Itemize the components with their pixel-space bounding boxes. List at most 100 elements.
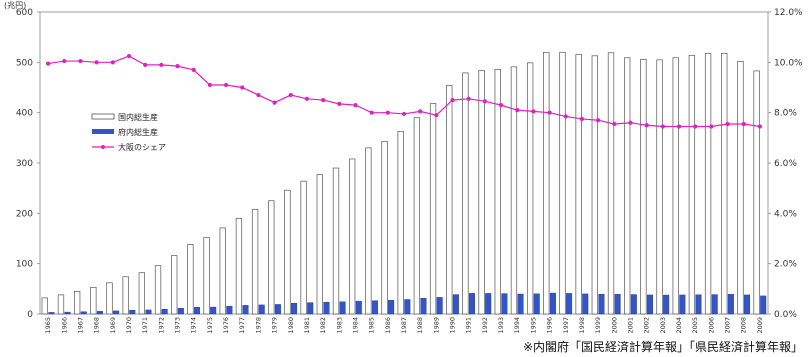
bar-prefecture — [485, 293, 492, 315]
x-tick-label: 1980 — [287, 317, 295, 334]
share-point — [401, 111, 407, 117]
x-tick-label: 1968 — [93, 317, 101, 334]
share-point — [434, 113, 439, 118]
share-point — [482, 99, 487, 104]
share-point — [94, 60, 99, 65]
left-tick-label: 400 — [16, 109, 33, 119]
bar-gdp — [591, 55, 598, 315]
bar-gdp — [381, 141, 388, 315]
bar-prefecture — [420, 297, 427, 315]
x-tick-label: 2005 — [691, 317, 699, 334]
bar-prefecture — [193, 307, 200, 315]
x-tick-label: 2004 — [675, 317, 683, 334]
bar-gdp — [300, 180, 307, 315]
bar-gdp — [219, 227, 226, 315]
right-tick-label: 6.0% — [774, 159, 797, 169]
share-point — [660, 124, 665, 129]
bar-gdp — [656, 59, 663, 315]
share-point — [45, 61, 51, 66]
bar-prefecture — [744, 294, 751, 315]
bar-gdp — [268, 200, 275, 315]
bar-gdp — [704, 52, 712, 315]
x-tick-label: 1984 — [351, 317, 359, 334]
bar-prefecture — [566, 293, 573, 315]
bar-prefecture — [614, 294, 621, 315]
right-tick-label: 10.0% — [774, 58, 803, 68]
right-axis: 0.0% 2.0% 4.0% 6.0% 8.0% 10.0% 12.0% — [768, 8, 803, 320]
bar-gdp — [446, 85, 453, 315]
bar-prefecture — [469, 293, 476, 315]
bar-gdp — [154, 265, 162, 315]
share-point — [466, 96, 471, 101]
bar-prefecture — [96, 311, 103, 315]
x-tick-label: 1986 — [384, 317, 392, 334]
bar-prefecture — [355, 300, 362, 315]
share-point — [676, 124, 682, 129]
share-point — [418, 109, 423, 114]
bar-gdp — [90, 286, 97, 315]
bar-gdp — [57, 294, 65, 315]
share-point — [337, 101, 342, 106]
bar-gdp — [41, 297, 48, 315]
share-point — [110, 60, 115, 65]
x-axis: 1965 1966 1967 1968 1969 1970 1971 1972 1973 1974… — [44, 317, 764, 334]
share-point — [450, 97, 455, 103]
share-point — [321, 97, 326, 103]
legend-label: 国内総生産 — [118, 112, 158, 122]
x-tick-label: 1988 — [416, 317, 424, 334]
x-tick-label: 1977 — [238, 317, 246, 334]
legend-label: 府内総生産 — [118, 127, 158, 137]
source-note: ※内閣府「国民経済計算年報」「県民経済計算年報」 — [522, 340, 803, 354]
x-tick-label: 1972 — [157, 317, 165, 334]
share-point — [531, 109, 536, 114]
bar-prefecture — [274, 304, 281, 315]
bar-prefecture — [436, 297, 443, 315]
left-tick-label: 200 — [16, 209, 33, 219]
bar-gdp — [138, 272, 146, 315]
bar-prefecture — [663, 294, 670, 315]
bar-gdp — [122, 276, 129, 315]
x-tick-label: 1998 — [578, 317, 586, 334]
share-point — [628, 120, 633, 125]
bar-gdp — [688, 54, 696, 315]
bar-prefecture — [501, 293, 508, 315]
legend-label: 大阪のシェア — [118, 142, 166, 152]
bar-prefecture — [646, 294, 653, 315]
bar-gdp — [494, 69, 501, 315]
x-tick-label: 1982 — [319, 317, 327, 334]
right-tick-label: 8.0% — [774, 109, 797, 119]
bar-gdp — [429, 103, 437, 315]
bar-prefecture — [582, 293, 589, 315]
x-tick-label: 1970 — [125, 317, 133, 334]
share-point — [62, 58, 67, 64]
bar-gdp — [478, 70, 485, 315]
bar-gdp — [316, 174, 323, 315]
bar-gdp — [526, 62, 534, 315]
x-tick-label: 2000 — [610, 317, 618, 334]
bar-gdp — [624, 57, 631, 315]
x-tick-label: 2002 — [643, 317, 651, 334]
x-tick-label: 1967 — [76, 317, 84, 334]
bar-gdp — [397, 130, 404, 315]
bar-gdp — [203, 237, 210, 315]
left-tick-label: 500 — [16, 58, 33, 68]
legend-marker-prefecture — [92, 129, 114, 134]
right-tick-label: 4.0% — [774, 209, 797, 219]
bar-prefecture — [727, 294, 734, 315]
x-tick-label: 1999 — [594, 317, 602, 334]
bar-prefecture — [388, 299, 395, 315]
left-tick-label: 600 — [16, 8, 33, 18]
bar-gdp — [543, 51, 550, 315]
bar-gdp — [349, 158, 356, 315]
share-point — [304, 96, 310, 101]
bar-gdp — [187, 244, 194, 315]
share-point — [563, 114, 568, 119]
share-point — [126, 53, 132, 59]
bar-prefecture — [113, 310, 120, 315]
bar-prefecture — [48, 312, 55, 315]
share-point — [78, 58, 83, 64]
left-tick-label: 0 — [27, 310, 33, 320]
x-tick-label: 1969 — [109, 317, 117, 334]
